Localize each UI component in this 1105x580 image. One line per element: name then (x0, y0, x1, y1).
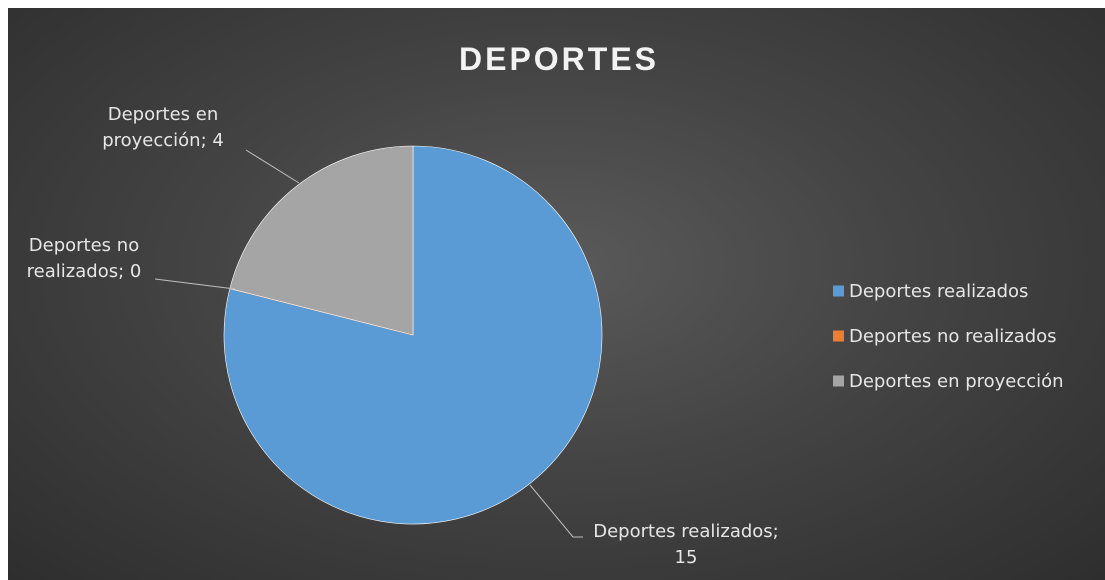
data-label-deportes-en-proyeccion-line-1: Deportes en (108, 104, 219, 125)
legend: Deportes realizados Deportes no realizado… (833, 281, 1064, 392)
data-label-deportes-no-realizados-line-1: Deportes no (29, 235, 139, 256)
pie-chart: DEPORTES Deportes realizados;15Deportes … (27, 41, 1064, 568)
data-label-deportes-realizados-line-1: Deportes realizados; (593, 521, 778, 542)
pie-slices (223, 145, 603, 525)
legend-label-deportes-realizados: Deportes realizados (849, 281, 1028, 302)
leader-line-deportes-no-realizados (154, 278, 236, 290)
legend-swatch-deportes-realizados (833, 285, 844, 297)
data-label-deportes-en-proyeccion-line-2: proyección; 4 (102, 130, 224, 151)
leader-line-deportes-en-proyeccion (245, 149, 300, 184)
data-label-deportes-no-realizados-line-2: realizados; 0 (27, 261, 142, 282)
legend-swatch-deportes-en-proyeccion (833, 375, 844, 387)
chart-title: DEPORTES (459, 41, 659, 77)
pie-slice-deportes-en-proyeccion (229, 145, 414, 336)
legend-swatch-deportes-no-realizados (833, 330, 844, 342)
leader-lines (154, 149, 583, 538)
leader-line-deportes-realizados (529, 484, 583, 538)
legend-label-deportes-en-proyeccion: Deportes en proyección (849, 371, 1064, 392)
data-label-deportes-realizados-line-2: 15 (675, 547, 698, 568)
legend-label-deportes-no-realizados: Deportes no realizados (849, 326, 1057, 347)
data-labels: Deportes realizados; 15 Deportes no realiza… (27, 104, 779, 568)
chart-area: DEPORTES Deportes realizados; 15 Deportes … (8, 8, 1105, 580)
